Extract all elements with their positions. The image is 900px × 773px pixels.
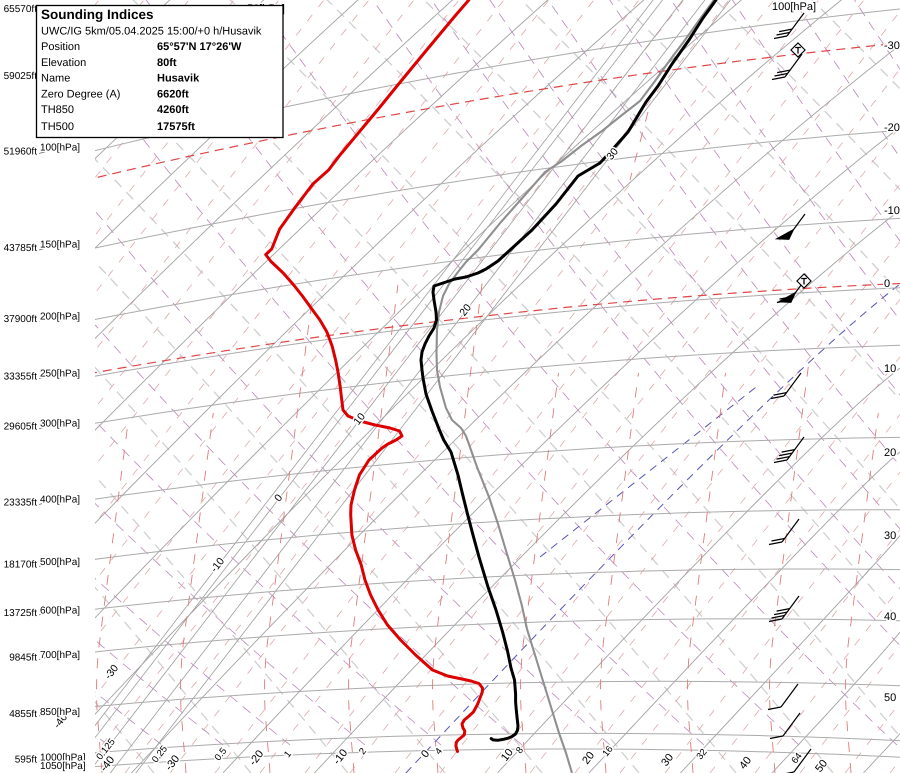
svg-text:UWC/IG 5km/05.04.2025 15:00/+0: UWC/IG 5km/05.04.2025 15:00/+0 h/Husavik: [41, 26, 262, 38]
svg-text:43785ft: 43785ft: [4, 243, 38, 254]
svg-text:500[hPa]: 500[hPa]: [40, 557, 80, 568]
svg-text:23335ft: 23335ft: [4, 498, 38, 509]
svg-text:9845ft: 9845ft: [9, 653, 37, 664]
svg-text:40: 40: [884, 611, 896, 623]
svg-text:Zero Degree (A): Zero Degree (A): [41, 89, 120, 101]
svg-text:-30: -30: [884, 40, 900, 52]
svg-text:17575ft: 17575ft: [157, 121, 195, 133]
svg-text:65°57'N 17°26'W: 65°57'N 17°26'W: [157, 41, 242, 53]
svg-text:Name: Name: [41, 73, 70, 85]
svg-text:33355ft: 33355ft: [4, 372, 38, 383]
svg-text:51960ft: 51960ft: [4, 147, 38, 158]
svg-text:300[hPa]: 300[hPa]: [40, 419, 80, 430]
svg-text:65570ft: 65570ft: [4, 4, 38, 15]
svg-text:Husavik: Husavik: [157, 73, 200, 85]
svg-text:6620ft: 6620ft: [157, 89, 189, 101]
svg-text:80ft: 80ft: [157, 57, 177, 69]
svg-text:850[hPa]: 850[hPa]: [40, 707, 80, 718]
svg-text:100[hPa]: 100[hPa]: [772, 1, 816, 13]
svg-text:100[hPa]: 100[hPa]: [40, 142, 80, 153]
svg-text:600[hPa]: 600[hPa]: [40, 605, 80, 616]
svg-text:-20: -20: [884, 122, 900, 134]
svg-text:50: 50: [884, 692, 896, 704]
svg-text:250[hPa]: 250[hPa]: [40, 369, 80, 380]
svg-text:595ft: 595ft: [15, 755, 37, 766]
svg-text:30: 30: [884, 530, 896, 542]
svg-text:Position: Position: [41, 41, 80, 53]
svg-text:37900ft: 37900ft: [4, 314, 38, 325]
svg-text:0: 0: [884, 278, 890, 290]
svg-text:150[hPa]: 150[hPa]: [40, 239, 80, 250]
svg-text:4260ft: 4260ft: [157, 104, 189, 116]
svg-text:4855ft: 4855ft: [9, 709, 37, 720]
svg-text:29605ft: 29605ft: [4, 422, 38, 433]
svg-text:20: 20: [884, 447, 896, 459]
svg-text:59025ft: 59025ft: [4, 71, 38, 82]
svg-text:1000[hPa]: 1000[hPa]: [40, 753, 86, 764]
svg-text:TH500: TH500: [41, 121, 74, 133]
svg-text:200[hPa]: 200[hPa]: [40, 311, 80, 322]
svg-text:400[hPa]: 400[hPa]: [40, 495, 80, 506]
svg-text:13725ft: 13725ft: [4, 608, 38, 619]
svg-text:Sounding Indices: Sounding Indices: [41, 7, 154, 22]
svg-text:TH850: TH850: [41, 104, 74, 116]
svg-text:Elevation: Elevation: [41, 57, 86, 69]
svg-text:-10: -10: [884, 205, 900, 217]
svg-text:700[hPa]: 700[hPa]: [40, 650, 80, 661]
svg-text:18170ft: 18170ft: [4, 559, 38, 570]
svg-text:10: 10: [884, 363, 896, 375]
svg-text:1050[hPa]: 1050[hPa]: [40, 761, 86, 772]
